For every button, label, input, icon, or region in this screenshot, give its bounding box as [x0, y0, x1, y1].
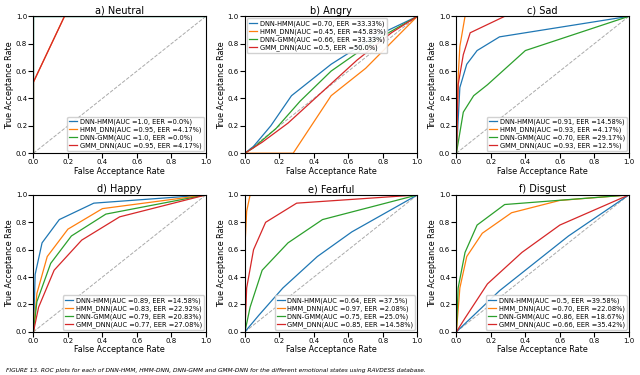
- X-axis label: False Acceptance Rate: False Acceptance Rate: [497, 167, 588, 176]
- Y-axis label: True Acceptance Rate: True Acceptance Rate: [6, 220, 15, 307]
- Title: c) Sad: c) Sad: [527, 6, 558, 15]
- Y-axis label: True Acceptance Rate: True Acceptance Rate: [217, 220, 226, 307]
- Title: f) Disgust: f) Disgust: [519, 184, 566, 194]
- Y-axis label: True Acceptance Rate: True Acceptance Rate: [429, 41, 438, 129]
- Text: FIGURE 13. ROC plots for each of DNN-HMM, HMM-DNN, DNN-GMM and GMM-DNN for the d: FIGURE 13. ROC plots for each of DNN-HMM…: [6, 368, 426, 373]
- Title: e) Fearful: e) Fearful: [308, 184, 355, 194]
- Y-axis label: True Acceptance Rate: True Acceptance Rate: [6, 41, 15, 129]
- Title: b) Angry: b) Angry: [310, 6, 352, 15]
- Legend: DNN-HMM(AUC =0.91, EER =14.58%), HMM_DNN(AUC =0.93, EER =4.17%), DNN-GMM(AUC =0.: DNN-HMM(AUC =0.91, EER =14.58%), HMM_DNN…: [487, 117, 627, 151]
- Legend: DNN-HMM(AUC =0.70, EER =33.33%), HMM_DNN(AUC =0.45, EER =45.83%), DNN-GMM(AUC =0: DNN-HMM(AUC =0.70, EER =33.33%), HMM_DNN…: [247, 18, 387, 53]
- X-axis label: False Acceptance Rate: False Acceptance Rate: [497, 345, 588, 354]
- X-axis label: False Acceptance Rate: False Acceptance Rate: [285, 167, 376, 176]
- Title: a) Neutral: a) Neutral: [95, 6, 144, 15]
- Legend: DNN-HMM(AUC =0.5, EER =39.58%), HMM_DNN(AUC =0.70, EER =22.08%), DNN-GMM(AUC =0.: DNN-HMM(AUC =0.5, EER =39.58%), HMM_DNN(…: [486, 295, 627, 330]
- Y-axis label: True Acceptance Rate: True Acceptance Rate: [217, 41, 226, 129]
- X-axis label: False Acceptance Rate: False Acceptance Rate: [74, 345, 165, 354]
- Legend: DNN-HMM(AUC =1.0, EER =0.0%), HMM_DNN(AUC =0.95, EER =4.17%), DNN-GMM(AUC =1.0, : DNN-HMM(AUC =1.0, EER =0.0%), HMM_DNN(AU…: [67, 117, 204, 151]
- Legend: DNN-HMM(AUC =0.64, EER =37.5%), HMM_DNN(AUC =0.97, EER =2.08%), DNN-GMM(AUC =0.7: DNN-HMM(AUC =0.64, EER =37.5%), HMM_DNN(…: [275, 295, 415, 330]
- X-axis label: False Acceptance Rate: False Acceptance Rate: [285, 345, 376, 354]
- Legend: DNN-HMM(AUC =0.89, EER =14.58%), HMM_DNN(AUC =0.83, EER =22.92%), DNN-GMM(AUC =0: DNN-HMM(AUC =0.89, EER =14.58%), HMM_DNN…: [63, 295, 204, 330]
- X-axis label: False Acceptance Rate: False Acceptance Rate: [74, 167, 165, 176]
- Y-axis label: True Acceptance Rate: True Acceptance Rate: [429, 220, 438, 307]
- Title: d) Happy: d) Happy: [97, 184, 142, 194]
